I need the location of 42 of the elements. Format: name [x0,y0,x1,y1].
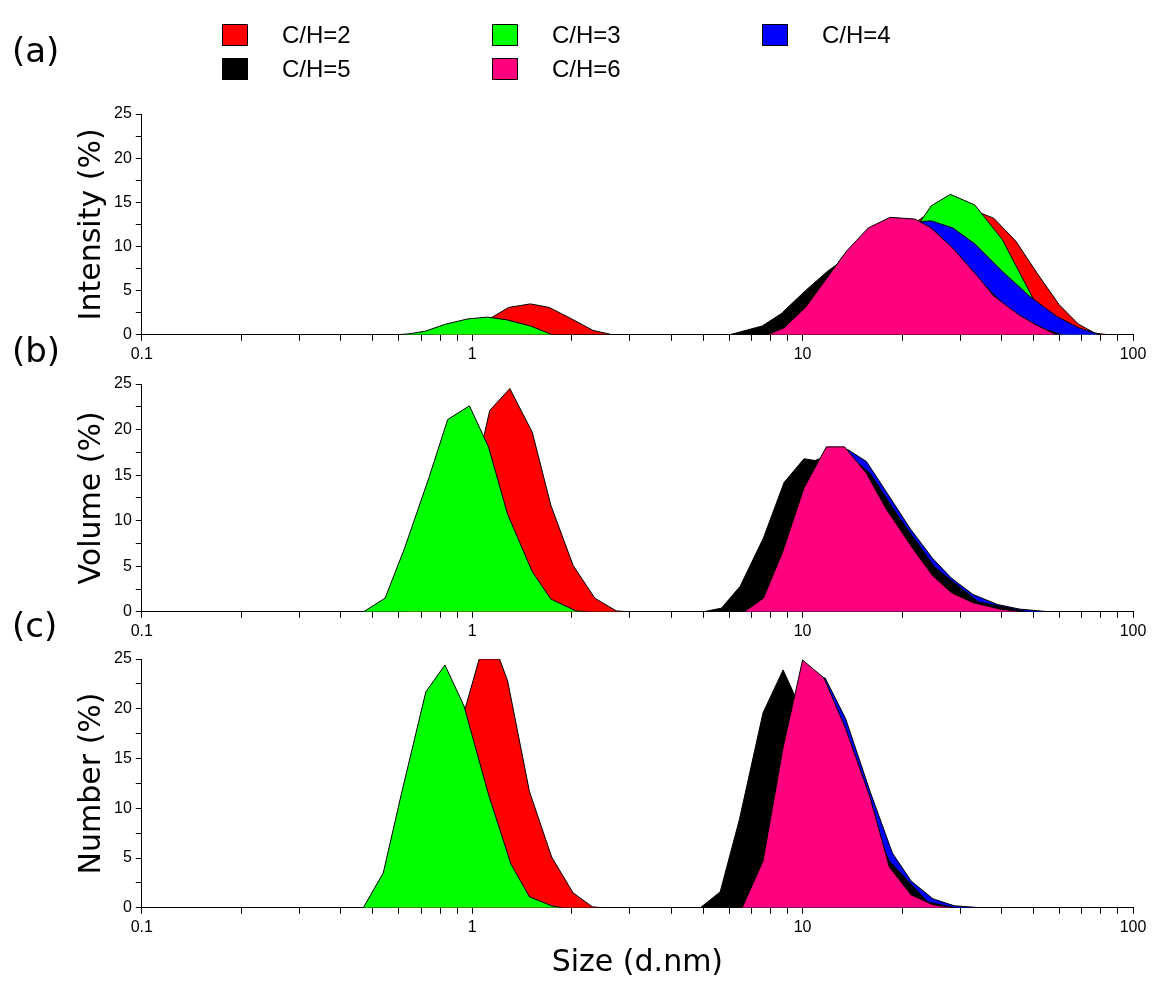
y-axis-title: Volume (%) [71,411,107,585]
y-tick-label: 20 [114,148,132,166]
x-tick-label: 10 [793,621,812,639]
x-axis-title: Size (d.nm) [551,942,724,978]
y-tick-label: 25 [114,374,132,392]
y-tick-label: 20 [114,699,132,717]
y-tick-label: 15 [114,192,132,210]
y-tick-label: 0 [122,602,132,620]
chart-title: (b) [12,330,61,370]
y-tick-label: 0 [122,898,132,916]
x-tick-label: 100 [1119,917,1147,935]
x-tick-label: 100 [1119,621,1147,639]
x-tick-label: 1 [467,344,477,362]
y-tick-label: 15 [114,748,132,766]
x-tick-label: 0.1 [130,621,154,639]
y-tick-label: 25 [114,649,132,667]
legend-label: C/H=6 [552,55,621,83]
y-axis-title: Number (%) [71,692,107,875]
y-tick-label: 15 [114,465,132,483]
y-tick-label: 10 [114,236,132,254]
x-tick-label: 100 [1119,344,1147,362]
legend-label: C/H=5 [282,55,351,83]
y-tick-label: 0 [122,325,132,343]
legend-label: C/H=4 [822,21,891,49]
y-tick-label: 5 [122,848,132,866]
chart-title: (a) [12,30,60,70]
x-tick-label: 0.1 [130,917,154,935]
y-tick-label: 10 [114,798,132,816]
x-tick-label: 10 [793,344,812,362]
y-axis-title: Intensity (%) [71,128,107,321]
y-tick-label: 20 [114,419,132,437]
legend-label: C/H=3 [552,21,621,49]
y-tick-label: 25 [114,104,132,122]
x-tick-label: 10 [793,917,812,935]
y-tick-label: 5 [122,556,132,574]
x-tick-label: 1 [467,917,477,935]
y-tick-label: 10 [114,511,132,529]
chart-title: (c) [12,605,58,645]
x-tick-label: 0.1 [130,344,154,362]
y-tick-label: 5 [122,281,132,299]
x-tick-label: 1 [467,621,477,639]
legend-label: C/H=2 [282,21,351,49]
